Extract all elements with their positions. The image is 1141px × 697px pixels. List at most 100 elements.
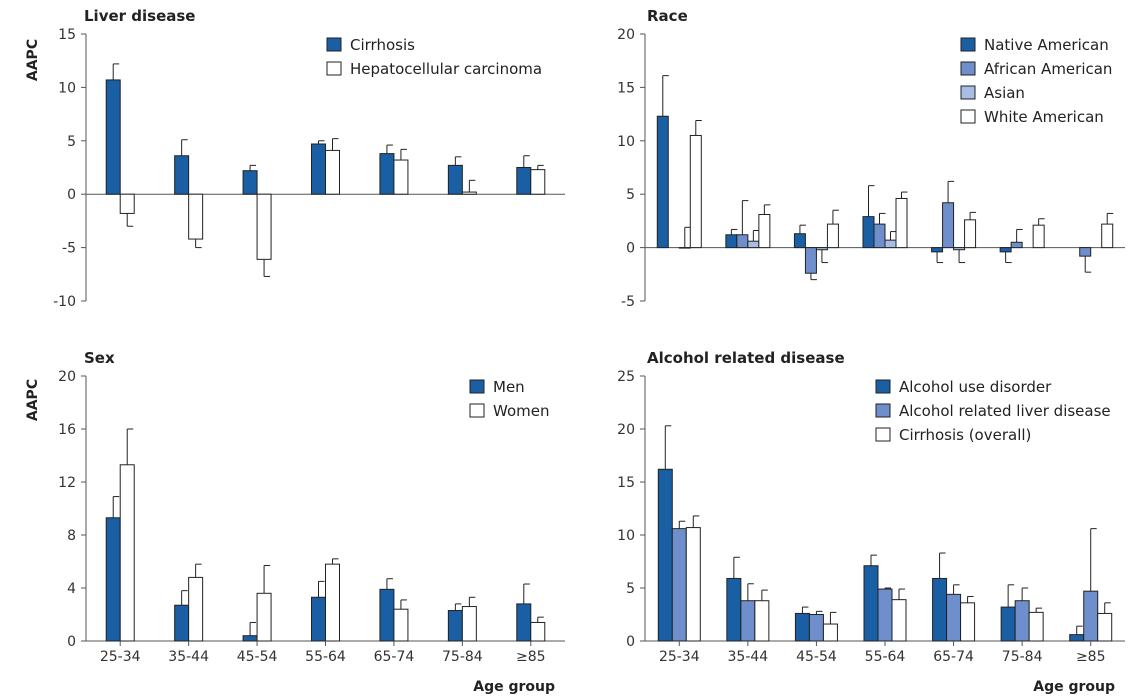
bar-alcohol-s1-c4 [946, 593, 962, 642]
x-tick-label: 75-84 [1002, 649, 1043, 665]
y-tick-label: -5 [621, 294, 635, 310]
y-tick-label: -10 [53, 294, 76, 310]
legend-swatch [960, 109, 976, 124]
bar-sex-s0-c5 [447, 610, 463, 642]
bar-liver-s1-c0 [119, 193, 135, 214]
legend-swatch [960, 61, 976, 76]
panel-alcohol: Alcohol related disease 0 5 10 15 20 25 25-34 35… [617, 349, 1125, 695]
panel-title: Race [647, 7, 688, 25]
bar-race-s3-c5 [1032, 224, 1045, 249]
legend-label: Women [493, 402, 549, 420]
bar-race-s1-c4 [942, 202, 955, 249]
bar-liver-s1-c3 [325, 149, 340, 195]
panel-title: Sex [84, 349, 115, 367]
panel-title: Alcohol related disease [647, 349, 845, 367]
bar-race-s3-c1 [758, 213, 771, 249]
legend-label: Cirrhosis [350, 36, 415, 54]
x-tick-label: 25-34 [100, 649, 141, 665]
bar-race-s0-c0 [656, 115, 669, 249]
bar-liver-s0-c0 [105, 79, 121, 195]
y-tick-label: 10 [617, 528, 635, 544]
bar-race-s3-c2 [826, 223, 839, 249]
legend-swatch [469, 403, 485, 418]
bar-liver-s0-c1 [174, 155, 190, 195]
y-tick-label: 4 [67, 581, 76, 597]
y-tick-label: 10 [58, 80, 76, 96]
bar-race-s1-c6 [1079, 247, 1092, 257]
bar-sex-s0-c0 [105, 517, 121, 642]
bar-alcohol-s2-c4 [960, 602, 976, 642]
bar-alcohol-s2-c6 [1097, 612, 1113, 642]
bar-sex-s1-c1 [188, 576, 204, 642]
bar-race-s0-c4 [931, 247, 944, 253]
legend-label: White American [984, 108, 1104, 126]
bar-race-s3-c3 [895, 197, 908, 249]
bar-race-s1-c2 [804, 247, 817, 274]
bar-alcohol-s0-c1 [726, 577, 742, 642]
y-tick-label: 25 [617, 369, 635, 385]
panel-sex: Sex AAPC 0 4 8 12 16 20 25-34 35-44 45-54 55-64 65-7… [25, 349, 565, 695]
bar-sex-s1-c0 [119, 464, 135, 642]
legend-label: Native American [984, 36, 1109, 54]
y-axis-label: AAPC [25, 379, 41, 421]
legend-swatch [326, 37, 342, 52]
bar-sex-s1-c6 [530, 621, 546, 642]
legend-label: African American [984, 60, 1112, 78]
x-tick-label: ≥85 [516, 649, 546, 665]
legend-label: Cirrhosis (overall) [899, 426, 1031, 444]
bar-race-s3-c0 [689, 134, 702, 249]
x-tick-label: ≥85 [1076, 649, 1106, 665]
bar-alcohol-s1-c2 [808, 614, 824, 642]
bar-liver-s0-c2 [242, 170, 258, 195]
bar-alcohol-s2-c0 [685, 527, 701, 642]
bar-race-s1-c5 [1010, 241, 1023, 249]
x-tick-label: 35-44 [168, 649, 209, 665]
bar-race-s1-c3 [873, 223, 886, 249]
legend-label: Alcohol use disorder [899, 378, 1052, 396]
panel-liver: Liver disease AAPC -10 -5 0 5 10 15 Cirrhosis Hep… [25, 7, 565, 310]
bar-liver-s1-c5 [461, 191, 477, 195]
y-tick-label: 15 [58, 27, 76, 43]
bar-liver-s1-c4 [393, 159, 409, 195]
bar-sex-s1-c4 [393, 608, 409, 642]
legend-label: Alcohol related liver disease [899, 402, 1111, 420]
bar-alcohol-s0-c2 [794, 612, 810, 642]
y-tick-label: -5 [62, 241, 76, 257]
bar-race-s0-c2 [793, 233, 806, 249]
x-axis-label: Age group [473, 679, 555, 695]
bar-race-s0-c3 [862, 216, 875, 249]
x-tick-label: 75-84 [442, 649, 483, 665]
bar-race-s1-c1 [736, 234, 749, 249]
bar-race-s3-c6 [1101, 223, 1114, 249]
bar-sex-s0-c4 [379, 588, 395, 642]
bar-sex-s0-c2 [242, 635, 258, 642]
x-tick-label: 55-64 [305, 649, 346, 665]
bar-alcohol-s0-c5 [1000, 606, 1016, 642]
y-tick-label: 20 [58, 369, 76, 385]
x-axis-label: Age group [1033, 679, 1115, 695]
bar-race-s2-c4 [953, 247, 966, 251]
bar-race-s2-c2 [815, 247, 828, 251]
legend-label: Hepatocellular carcinoma [350, 60, 542, 78]
bar-alcohol-s2-c1 [754, 600, 770, 642]
y-tick-label: 10 [617, 134, 635, 150]
x-tick-label: 25-34 [659, 649, 700, 665]
bar-alcohol-s1-c3 [877, 588, 893, 642]
legend-swatch [326, 61, 342, 76]
legend-swatch [875, 427, 891, 442]
bar-sex-s0-c3 [311, 596, 326, 642]
bar-alcohol-s2-c2 [822, 623, 838, 642]
bar-sex-s0-c6 [516, 603, 532, 642]
y-tick-label: 15 [617, 80, 635, 96]
bar-alcohol-s0-c6 [1069, 634, 1085, 642]
y-tick-label: 0 [67, 187, 76, 203]
y-axis-label: AAPC [25, 39, 41, 81]
bar-liver-s0-c3 [311, 143, 326, 195]
bar-alcohol-s1-c0 [671, 528, 687, 642]
x-tick-label: 65-74 [374, 649, 415, 665]
legend-swatch [875, 379, 891, 394]
legend-swatch [960, 85, 976, 100]
bar-liver-s1-c6 [530, 169, 546, 195]
legend-swatch [960, 37, 976, 52]
